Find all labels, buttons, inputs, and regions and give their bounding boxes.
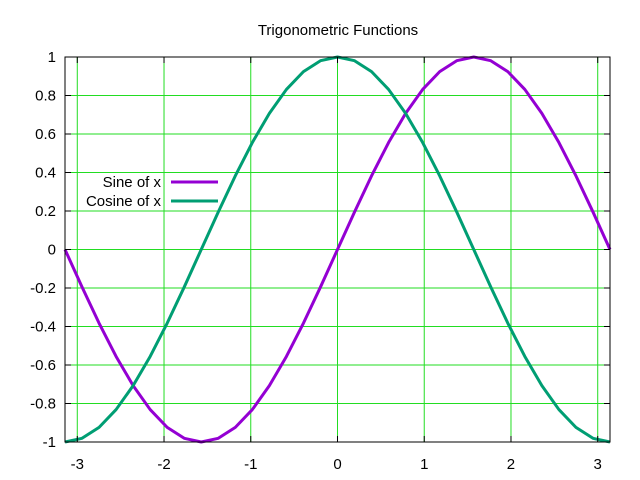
x-tick-label: 3	[594, 456, 602, 473]
y-tick-label: 0.4	[35, 165, 56, 182]
y-tick-label: -0.8	[30, 396, 56, 413]
y-tick-label: -1	[43, 434, 56, 451]
x-tick-label: 2	[507, 456, 515, 473]
legend-label: Sine of x	[103, 174, 162, 191]
legend-label: Cosine of x	[86, 193, 162, 210]
x-tick-label: -2	[157, 456, 170, 473]
x-tick-label: 0	[333, 456, 341, 473]
axis-ticks: -3 -2 -1 0 1 2 3 -1 -0.8 -0.6 -0.4 -0.2 0 0.2 0.4 0.6 0.…	[30, 49, 610, 473]
y-tick-label: 0	[48, 242, 56, 259]
legend: Sine of x Cosine of x	[86, 174, 218, 210]
y-tick-label: 0.2	[35, 203, 56, 220]
series-line-sine	[63, 55, 612, 444]
x-tick-label: -1	[244, 456, 257, 473]
y-tick-label: 1	[48, 49, 56, 66]
x-tick-label: -3	[71, 456, 84, 473]
y-tick-label: -0.2	[30, 280, 56, 297]
y-tick-label: -0.6	[30, 357, 56, 374]
x-tick-label: 1	[420, 456, 428, 473]
chart-title: Trigonometric Functions	[258, 22, 418, 39]
y-tick-label: -0.4	[30, 319, 56, 336]
y-tick-label: 0.8	[35, 88, 56, 105]
y-tick-label: 0.6	[35, 126, 56, 143]
